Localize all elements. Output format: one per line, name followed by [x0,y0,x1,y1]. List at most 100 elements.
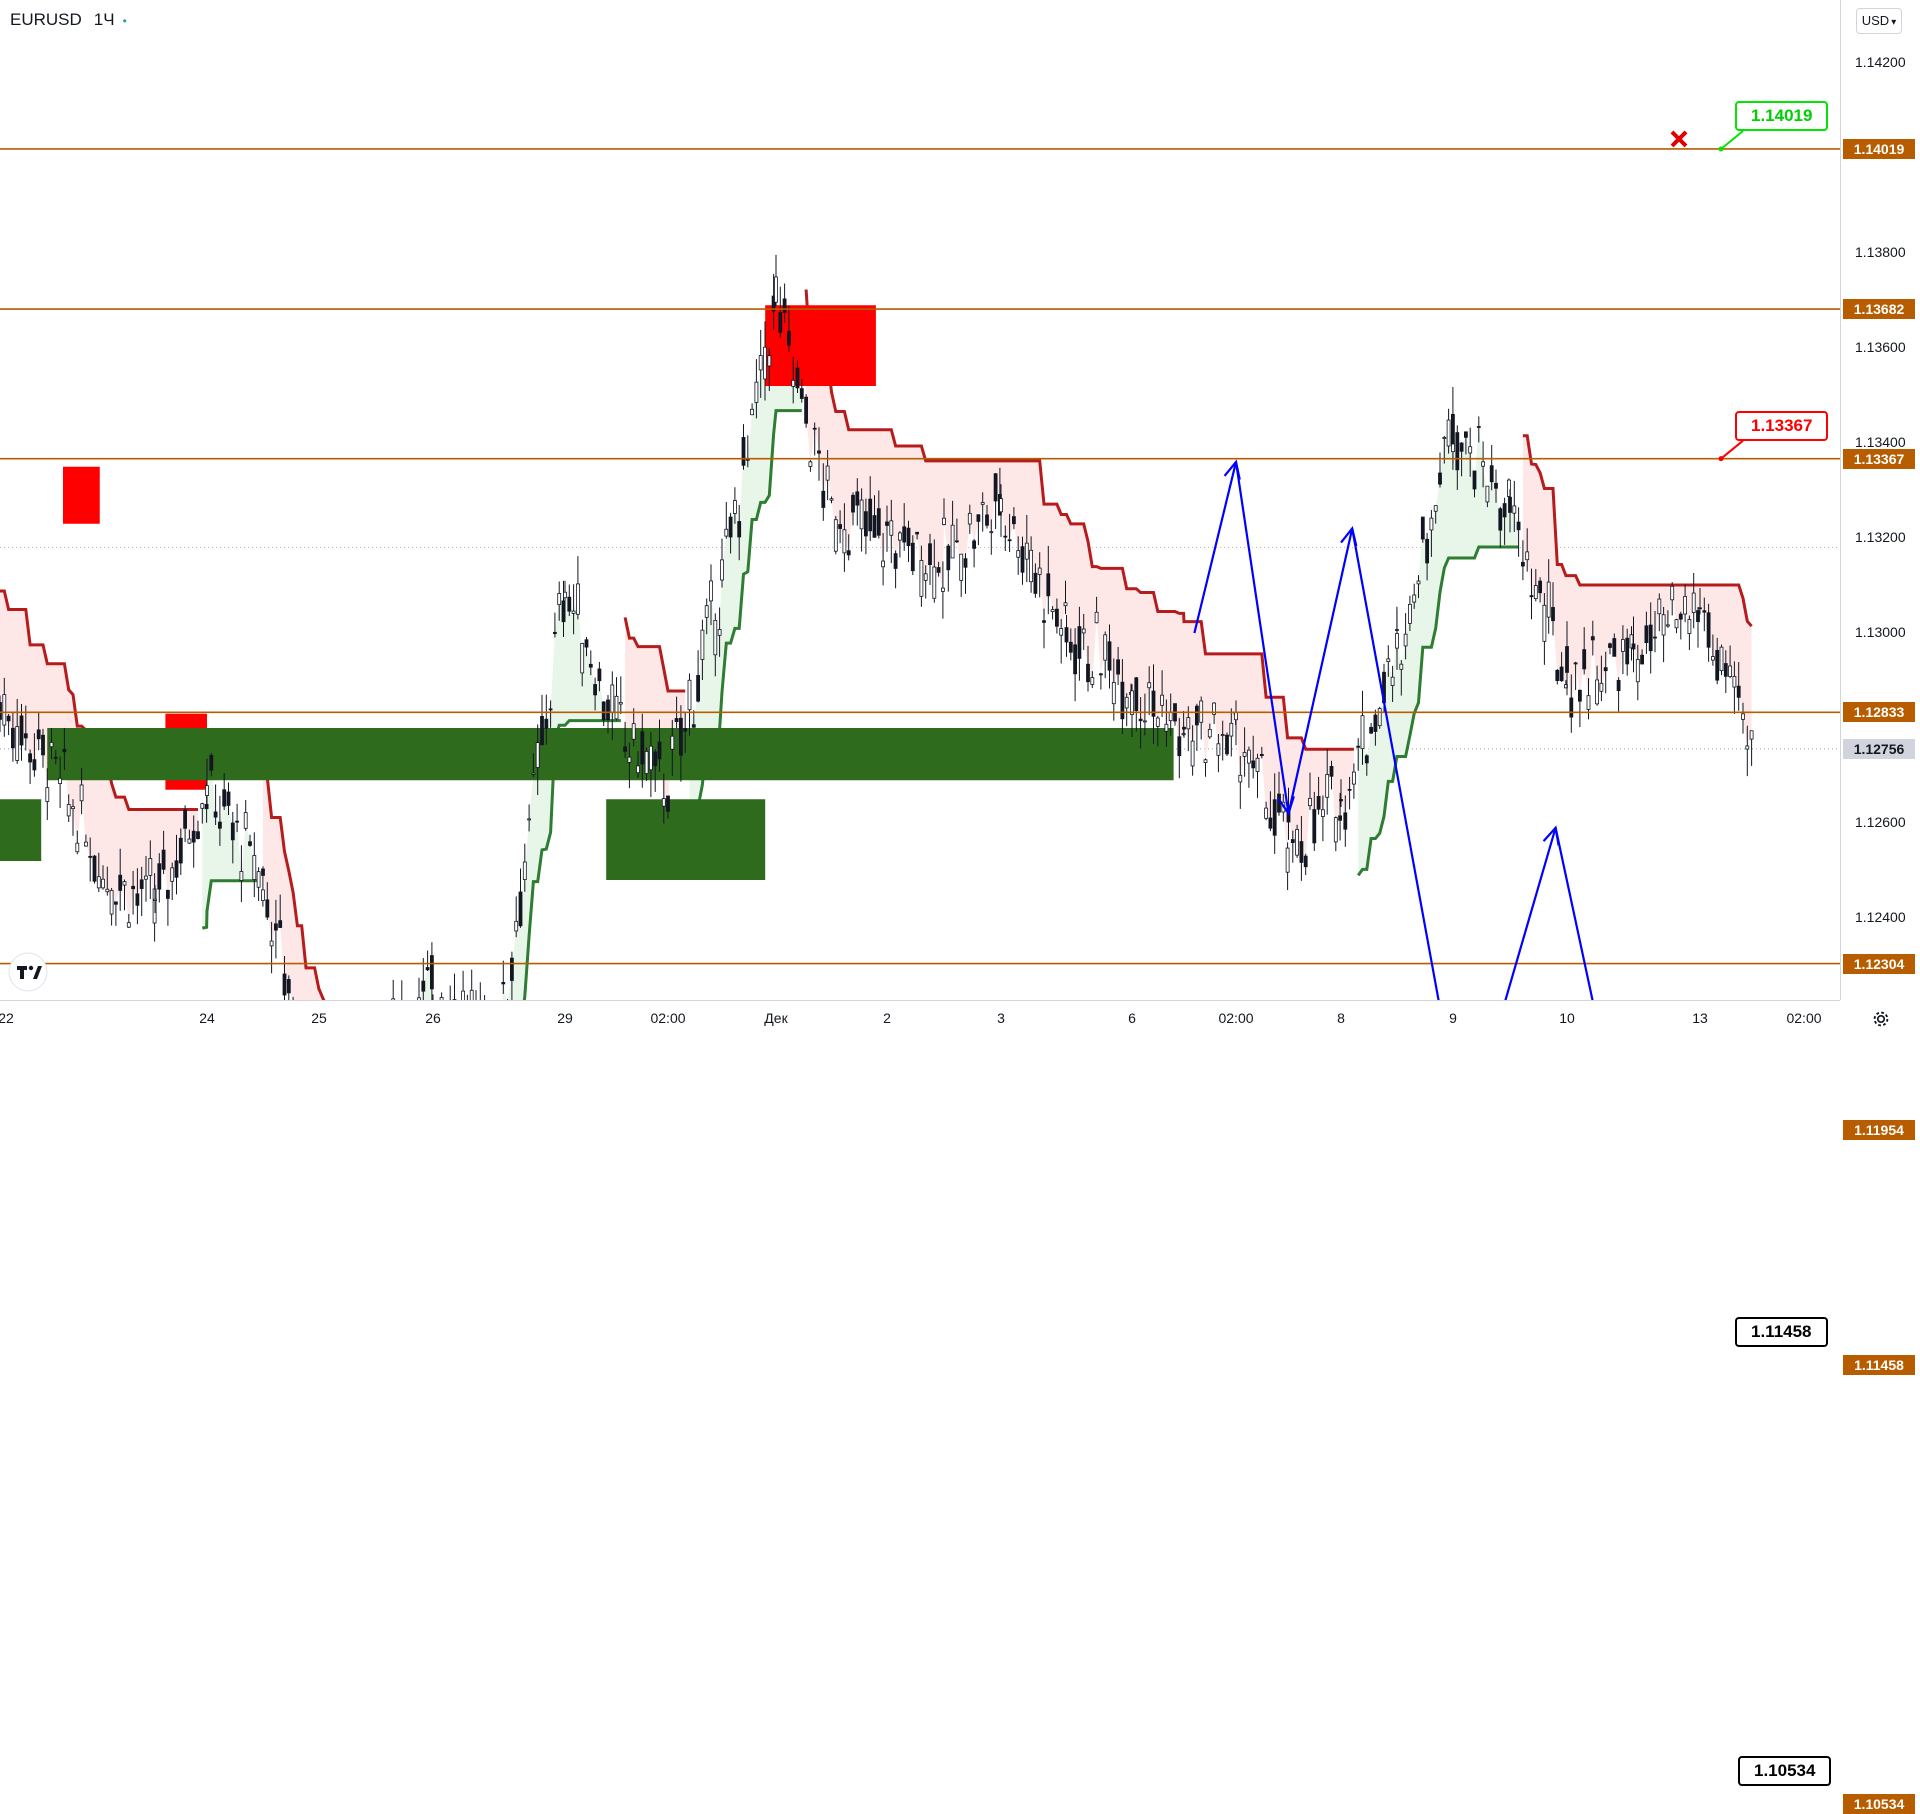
candle-body [462,991,465,1000]
candle-body [426,967,429,969]
candle-body [1746,746,1749,749]
candle-body [1230,723,1233,736]
candle-body [675,718,678,721]
price-callout[interactable]: 1.10534 [1738,1756,1831,1786]
candle-body [127,923,130,927]
candle-body [1699,608,1702,609]
candle-body [1330,766,1333,776]
candle-body [1521,562,1524,566]
candle-body [523,862,526,880]
candle-body [768,356,771,366]
time-tick-label: 6 [1128,1010,1136,1026]
candle-body [1091,678,1094,685]
candle-body [1711,657,1714,661]
candle-body [710,581,713,601]
candle-body [864,512,867,536]
candle-body [898,533,901,540]
chart-area[interactable] [0,0,1840,1000]
candle-body [662,799,665,807]
candle-body [1477,427,1480,428]
candle-body [1021,547,1024,573]
chart-canvas[interactable] [0,0,1840,1000]
candle-body [611,685,614,712]
candle-body [210,755,213,770]
candle-body [1460,443,1463,451]
candle-body [279,921,282,928]
demand-zone [0,799,41,861]
candle-body [1539,581,1542,593]
candle-body [1339,816,1342,820]
level-price-label: 1.13682 [1843,299,1915,319]
candle-body [1413,595,1416,602]
candle-body [1469,447,1472,453]
candle-body [227,792,230,805]
currency-selector[interactable]: USD▾ [1856,8,1902,34]
candle-body [218,822,221,828]
candle-body [1265,808,1268,818]
candle-body [0,702,2,719]
chevron-down-icon: ▾ [1891,17,1896,28]
candle-body [1688,620,1691,634]
candle-body [89,856,92,857]
tradingview-logo-icon[interactable] [8,952,48,992]
candle-body [1452,444,1455,452]
candle-body [102,879,105,888]
level-price-label: 1.13367 [1843,449,1915,469]
candle-body [1156,718,1159,726]
candle-body [977,515,980,522]
candle-body [960,554,963,580]
candle-body [1340,799,1343,801]
candle-body [990,532,993,533]
candle-body [1334,818,1337,842]
candle-body [792,380,795,386]
candle-body [1509,497,1512,512]
candle-body [119,875,122,890]
price-callout[interactable]: 1.11458 [1735,1317,1828,1347]
time-tick-label: 3 [997,1010,1005,1026]
price-callout[interactable]: 1.14019 [1735,101,1828,131]
candle-body [63,749,66,752]
candle-body [903,527,906,542]
candle-body [1286,848,1289,872]
candle-body [140,880,143,889]
candle-body [1038,568,1041,574]
candle-body [589,664,592,667]
candle-body [1609,644,1612,648]
candle-body [787,331,790,345]
candle-body [558,593,561,604]
candle-body [1095,612,1098,622]
level-price-label: 1.12304 [1843,954,1915,974]
candle-body [549,709,552,710]
trail-bull-fill [1358,427,1518,875]
gear-icon[interactable] [1870,1008,1892,1030]
candle-body [764,347,767,379]
candle-body [721,560,724,580]
candle-body [1729,666,1732,677]
candle-body [1636,659,1639,681]
candle-body [624,747,627,752]
candle-body [1600,683,1603,691]
candle-body [502,982,505,983]
candle-body [637,766,640,773]
demand-zone [47,728,1173,780]
candle-body [59,778,62,783]
candle-body [714,620,717,654]
candle-body [1104,635,1107,660]
candle-body [873,516,876,538]
candle-body [619,702,622,704]
candle-body [729,517,732,537]
candle-body [1247,750,1250,763]
candle-body [1666,625,1669,626]
candle-body [67,804,70,815]
candle-body [532,773,535,774]
candle-body [1578,690,1581,701]
candle-body [1486,486,1489,502]
candle-body [240,872,243,881]
candle-body [1074,645,1077,674]
candle-body [1269,818,1272,828]
price-callout[interactable]: 1.13367 [1735,411,1828,441]
candle-body [1443,437,1446,438]
candle-body [564,592,567,598]
